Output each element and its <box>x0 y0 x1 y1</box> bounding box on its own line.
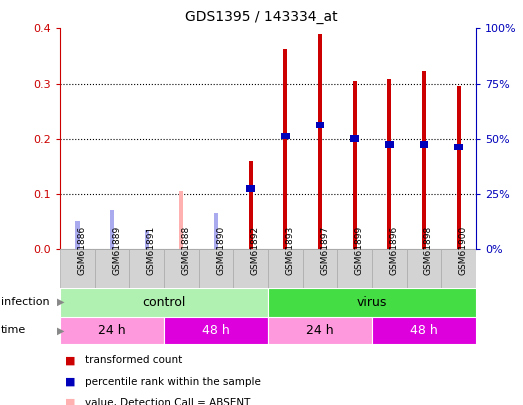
Bar <box>199 249 233 288</box>
Bar <box>110 211 114 249</box>
Bar <box>145 230 149 249</box>
Bar <box>268 249 303 288</box>
Text: GSM61898: GSM61898 <box>424 226 433 275</box>
Bar <box>164 317 268 344</box>
Bar <box>268 317 372 344</box>
Text: GSM61891: GSM61891 <box>147 226 156 275</box>
Text: 24 h: 24 h <box>306 324 334 337</box>
Bar <box>407 249 441 288</box>
Text: ■: ■ <box>65 377 76 386</box>
Bar <box>281 133 290 139</box>
Text: 48 h: 48 h <box>202 324 230 337</box>
Bar <box>372 249 407 288</box>
Bar <box>60 249 95 288</box>
Text: ■: ■ <box>65 398 76 405</box>
Bar <box>129 249 164 288</box>
Bar <box>387 79 391 249</box>
Bar <box>248 161 253 249</box>
Bar <box>95 249 129 288</box>
Text: 24 h: 24 h <box>98 324 126 337</box>
Bar <box>75 222 79 249</box>
Text: 48 h: 48 h <box>410 324 438 337</box>
Text: GSM61890: GSM61890 <box>216 226 225 275</box>
Bar <box>60 288 268 317</box>
Text: GSM61886: GSM61886 <box>77 226 86 275</box>
Bar <box>441 249 476 288</box>
Bar <box>372 317 476 344</box>
Bar <box>179 191 184 249</box>
Text: ■: ■ <box>65 356 76 365</box>
Bar <box>422 71 426 249</box>
Bar <box>246 185 255 192</box>
Text: GSM61892: GSM61892 <box>251 226 260 275</box>
Bar <box>303 249 337 288</box>
Text: percentile rank within the sample: percentile rank within the sample <box>85 377 261 386</box>
Text: GDS1395 / 143334_at: GDS1395 / 143334_at <box>185 10 338 24</box>
Bar <box>214 213 218 249</box>
Bar <box>60 317 164 344</box>
Text: GSM61899: GSM61899 <box>355 226 363 275</box>
Bar <box>145 232 149 249</box>
Text: GSM61897: GSM61897 <box>320 226 329 275</box>
Text: ▶: ▶ <box>56 297 64 307</box>
Text: GSM61889: GSM61889 <box>112 226 121 275</box>
Bar <box>214 213 218 249</box>
Bar <box>318 34 322 249</box>
Bar <box>283 49 288 249</box>
Text: value, Detection Call = ABSENT: value, Detection Call = ABSENT <box>85 398 251 405</box>
Text: infection: infection <box>1 297 50 307</box>
Bar <box>454 144 463 150</box>
Bar <box>268 288 476 317</box>
Bar <box>350 135 359 142</box>
Bar <box>419 141 428 147</box>
Text: transformed count: transformed count <box>85 356 183 365</box>
Bar <box>110 211 114 249</box>
Text: virus: virus <box>357 296 387 309</box>
Text: GSM61900: GSM61900 <box>459 226 468 275</box>
Text: GSM61893: GSM61893 <box>286 226 294 275</box>
Bar <box>233 249 268 288</box>
Bar <box>353 81 357 249</box>
Bar <box>164 249 199 288</box>
Bar <box>316 122 324 128</box>
Bar <box>385 141 394 147</box>
Bar <box>457 86 461 249</box>
Text: GSM61888: GSM61888 <box>181 226 190 275</box>
Text: time: time <box>1 326 26 335</box>
Bar <box>337 249 372 288</box>
Text: ▶: ▶ <box>56 326 64 335</box>
Text: GSM61896: GSM61896 <box>389 226 399 275</box>
Text: control: control <box>142 296 186 309</box>
Bar <box>75 222 79 249</box>
